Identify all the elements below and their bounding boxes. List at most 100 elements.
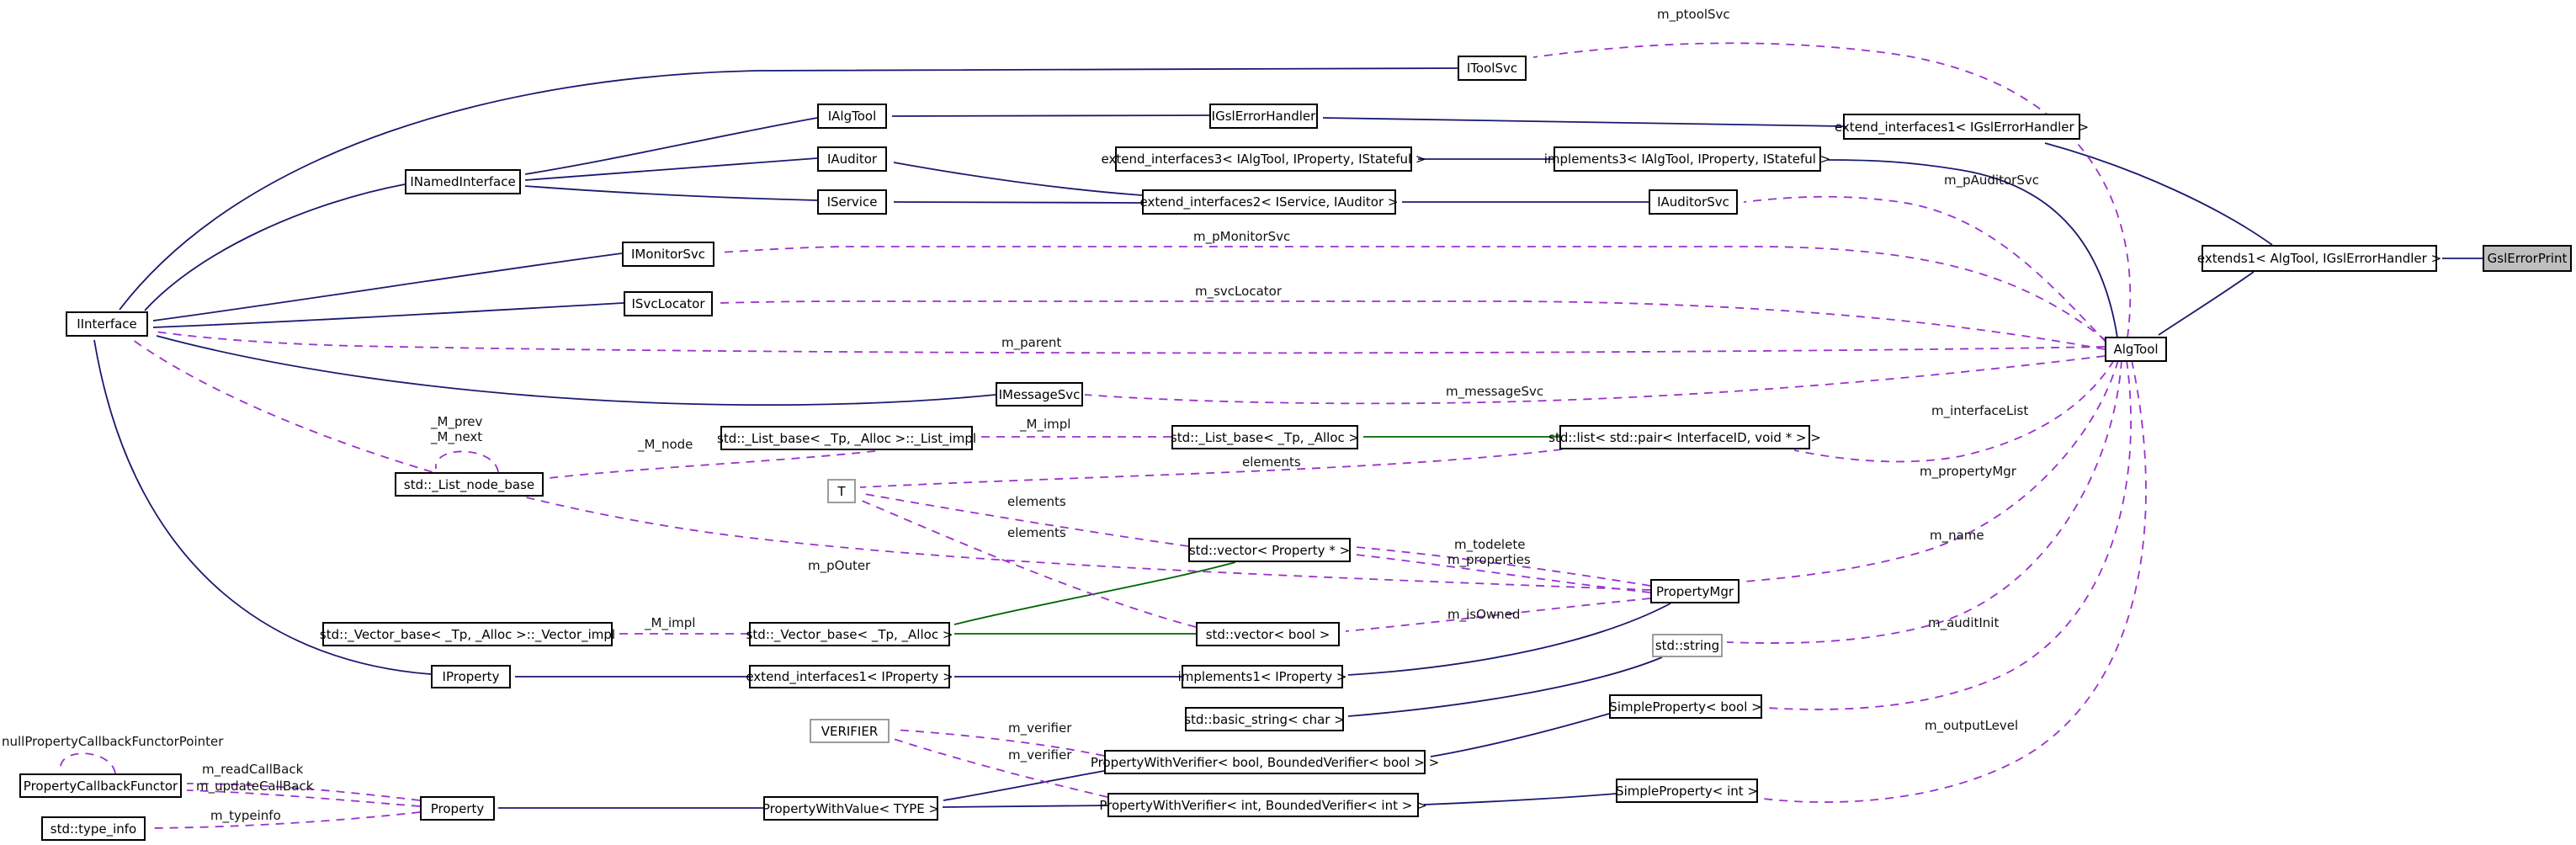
node-iproperty[interactable]: IProperty [431,665,511,688]
edge-use-property-typeinfo [149,811,421,829]
node-vector-base[interactable]: std::_Vector_base< _Tp, _Alloc > [746,622,953,646]
node-propertywithverifier-bool[interactable]: PropertyWithVerifier< bool, BoundedVerif… [1091,750,1439,774]
edge-label-nullpropertycallbackfunctorpointer: nullPropertyCallbackFunctorPointer [2,734,224,749]
edge-label-m-verifier-int: m_verifier [1008,747,1072,763]
edge-use-algtool-isvclocator [718,300,2106,350]
edge-inherit-extint1igsl-igslerrorhandler [1322,117,1844,127]
node-extend-interfaces1-igslerrorhandler[interactable]: extend_interfaces1< IGslErrorHandler > [1835,114,2089,140]
edge-inherit-extint2-iauditor [893,162,1143,196]
node-template-param-t[interactable]: T [827,479,856,503]
node-igslerrorhandler[interactable]: IGslErrorHandler [1209,104,1318,129]
edge-label-m-isowned: m_isOwned [1447,607,1521,622]
edge-inherit-propverifbool-propwithvalue [943,770,1105,801]
node-propertycallbackfunctor[interactable]: PropertyCallbackFunctor [19,773,182,798]
edge-label-m-svclocator: m_svcLocator [1195,284,1282,299]
edge-label-elements-vector-bool: elements [1007,525,1066,540]
edge-use-vectorbool-t-elements [859,499,1197,628]
edge-use-vectorproperty-t-elements [859,492,1189,547]
edge-label-m-parent: m_parent [1001,335,1062,350]
edge-inherit-extint2-iservice [893,201,1143,204]
edge-label-m-pouter: m_pOuter [808,558,871,573]
edge-use-algtool-iauditorsvc [1743,195,2107,343]
node-list-impl[interactable]: std::_List_base< _Tp, _Alloc >::_List_im… [717,426,976,450]
edge-inherit-isvclocator-iinterface [152,302,624,328]
node-iauditor[interactable]: IAuditor [817,146,887,172]
node-simpleproperty-int[interactable]: SimpleProperty< int > [1616,779,1758,803]
node-std-list-pair[interactable]: std::list< std::pair< InterfaceID, void … [1548,425,1821,449]
edge-use-propverifbool-verifier [893,729,1105,757]
edge-label-m-prev: _M_prev [431,414,483,429]
node-imessagesvc[interactable]: IMessageSvc [996,382,1083,407]
edge-label-m-updatecallback: m_updateCallBack [196,779,314,794]
edge-use-propverifint-verifier [893,738,1108,798]
edge-use-algtool-imessagesvc [1084,355,2106,405]
node-vector-property[interactable]: std::vector< Property * > [1188,538,1351,562]
node-propertywithvalue-type[interactable]: PropertyWithValue< TYPE > [762,796,939,821]
edge-use-algtool-stdstring [1726,359,2122,644]
node-imonitorsvc[interactable]: IMonitorSvc [622,242,714,267]
node-inamedinterface[interactable]: INamedInterface [405,169,521,194]
edge-label-m-node: _M_node [638,437,693,452]
edge-inherit-extends1-extint1igsl [2044,142,2273,246]
edge-inherit-iauditor-inamedinterface [524,157,818,181]
edge-use-algtool-simplepropbool [1766,359,2132,710]
edge-inherit-propertymgr-implements1 [1347,603,1671,676]
edge-label-m-todelete: m_todelete [1454,537,1526,552]
node-iauditorsvc[interactable]: IAuditorSvc [1649,189,1738,215]
edge-label-m-next: _M_next [431,429,483,444]
node-std-string[interactable]: std::string [1652,634,1723,657]
node-implements3[interactable]: implements3< IAlgTool, IProperty, IState… [1544,146,1830,172]
edge-inherit-imessagesvc-iinterface [156,335,996,407]
node-ialgtool[interactable]: IAlgTool [817,104,887,129]
node-extend-interfaces1-iproperty[interactable]: extend_interfaces1< IProperty > [746,665,953,688]
node-vector-bool[interactable]: std::vector< bool > [1196,622,1340,646]
edge-label-m-properties: m_properties [1447,552,1531,567]
edge-use-propertymgr-vectorbool-isowned [1345,598,1651,632]
edge-use-algtool-itoolsvc [1532,42,2132,338]
edge-label-m-pauditorsvc: m_pAuditorSvc [1944,173,2039,188]
edge-template-vectorproperty-vectorbase [953,561,1236,625]
node-extends1-algtool-igslerrorhandler[interactable]: extends1< AlgTool, IGslErrorHandler > [2197,245,2441,272]
edge-inherit-propverifint-propwithvalue [942,805,1108,808]
node-simpleproperty-bool[interactable]: SimpleProperty< bool > [1609,694,1762,719]
edge-label-m-interfacelist: m_interfaceList [1931,403,2029,418]
edge-use-algtool-propertymgr [1744,359,2119,582]
edge-label-m-pmonitorsvc: m_pMonitorSvc [1193,229,1291,244]
node-property[interactable]: Property [420,796,495,821]
node-basic-string-char[interactable]: std::basic_string< char > [1184,707,1345,731]
edge-use-listimpl-listnodebase [548,450,876,479]
node-list-base[interactable]: std::_List_base< _Tp, _Alloc > [1171,425,1359,449]
edge-inherit-ialgtool-inamedinterface [524,117,818,175]
node-itoolsvc[interactable]: IToolSvc [1458,56,1527,81]
edge-label-m-auditinit: m_auditInit [1928,615,2000,630]
edge-label-elements-vector-property: elements [1007,494,1066,509]
edge-label-m-readcallback: m_readCallBack [202,762,304,777]
node-extend-interfaces3[interactable]: extend_interfaces3< IAlgTool, IProperty,… [1102,146,1426,172]
edge-label-m-messagesvc: m_messageSvc [1446,384,1544,399]
edge-label-m-name: m_name [1930,528,1984,543]
node-extend-interfaces2[interactable]: extend_interfaces2< IService, IAuditor > [1140,189,1398,215]
node-algtool[interactable]: AlgTool [2105,337,2167,362]
edge-label-m-propertymgr: m_propertyMgr [1920,464,2016,479]
edge-use-algtool-simplepropint [1762,359,2147,803]
node-iservice[interactable]: IService [817,189,887,215]
node-vector-impl[interactable]: std::_Vector_base< _Tp, _Alloc >::_Vecto… [320,622,615,646]
edge-use-listnodebase-self [435,450,499,473]
edge-use-propertymgr-iinterface-pouter [132,339,1651,591]
node-implements1-iproperty[interactable]: implements1< IProperty > [1178,665,1346,688]
node-list-node-base[interactable]: std::_List_node_base [395,472,544,497]
edge-inherit-igslerrorhandler-ialgtool [891,114,1210,117]
edge-use-algtool-iinterface [154,331,2106,354]
edge-use-property-callbackfunctor-update [186,789,421,807]
edge-label-elements-list: elements [1242,454,1301,470]
node-propertywithverifier-int[interactable]: PropertyWithVerifier< int, BoundedVerifi… [1099,793,1427,817]
node-iinterface[interactable]: IInterface [66,311,148,337]
edge-inherit-simplepropint-propverifint [1423,793,1617,805]
node-verifier[interactable]: VERIFIER [810,719,890,743]
edge-label-m-impl-list: _M_impl [1020,417,1071,432]
node-isvclocator[interactable]: ISvcLocator [624,291,713,316]
edge-use-callbackfunctor-self [60,752,116,774]
node-propertymgr[interactable]: PropertyMgr [1650,579,1739,603]
node-std-type-info[interactable]: std::type_info [41,816,146,841]
